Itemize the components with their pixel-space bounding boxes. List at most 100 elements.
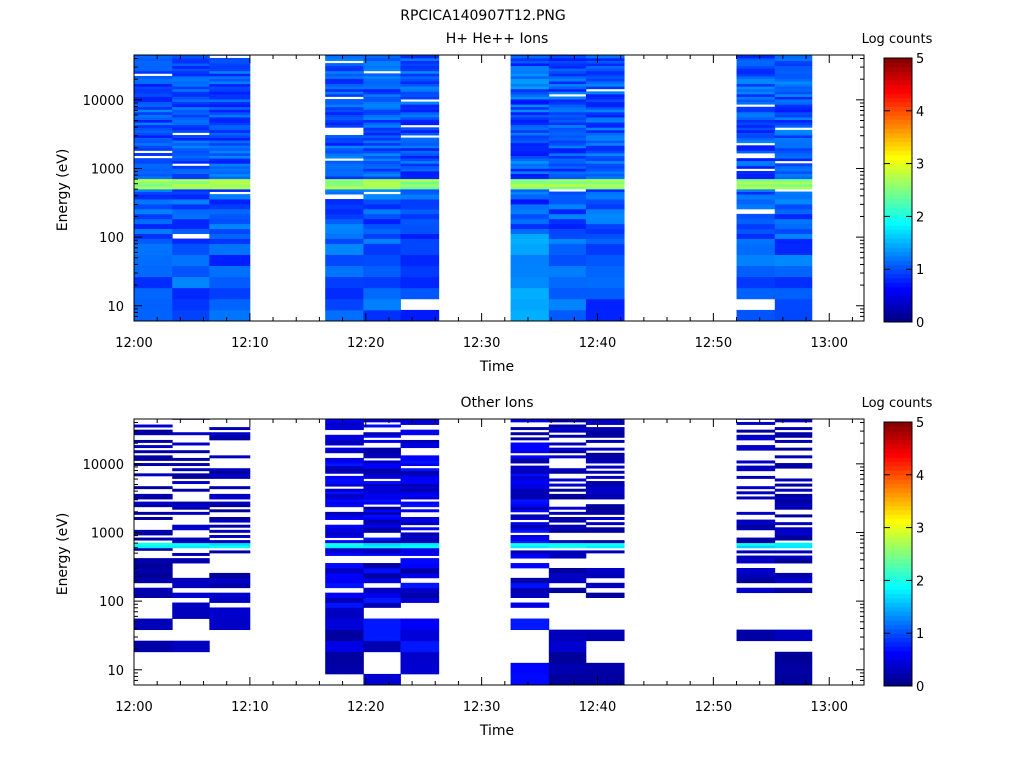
heatmap-cell [510,517,550,520]
heatmap-cell [736,555,776,559]
heatmap-cell [736,181,776,185]
heatmap-cell [363,140,401,144]
heatmap-cell [363,194,401,200]
heatmap-cell [585,419,625,423]
heatmap-cell [134,276,173,289]
heatmap-cell [510,460,550,464]
heatmap-cell [363,86,401,90]
heatmap-cell [585,493,625,497]
heatmap-cell [363,509,401,513]
colorbar-segment [884,562,912,568]
heatmap-cell [400,117,440,121]
heatmap-cell [774,434,813,438]
panel-other-ions: Other Ions Log counts Time Energy (eV) 1… [55,395,933,739]
heatmap-cell [736,171,776,174]
heatmap-cell [400,68,440,72]
heatmap-cell [325,188,364,192]
heatmap-cell [585,218,625,225]
heatmap-cell [510,455,550,459]
heatmap-cell [134,83,173,87]
heatmap-cell [363,567,401,574]
heatmap-cell [172,552,210,556]
heatmap-cell [134,567,173,574]
x-tick-label: 12:20 [347,700,384,715]
y-tick-label: 10 [107,664,124,679]
heatmap-cell [510,496,550,500]
heatmap-cell [585,147,625,151]
heatmap-cell [400,254,440,267]
heatmap-cell [585,57,625,61]
heatmap-cell [400,519,440,523]
heatmap-cell [548,140,587,144]
heatmap-cell [134,504,173,508]
heatmap-cell [363,537,401,541]
heatmap-cell [172,165,210,169]
heatmap-cell [325,191,364,195]
heatmap-cell [400,517,440,520]
heatmap-cell [134,618,173,631]
heatmap-cell [134,486,173,490]
heatmap-cell [325,545,364,549]
heatmap-cell [325,602,364,608]
heatmap-cell [363,577,401,584]
heatmap-cell [209,111,251,115]
heatmap-cell [510,592,550,598]
heatmap-cell [400,463,440,467]
heatmap-cell [325,137,364,141]
heatmap-cell [774,673,813,686]
heatmap-cell [363,545,401,549]
heatmap-cell [363,137,401,141]
heatmap-cell [209,597,251,603]
colorbar-segment [884,584,912,590]
colorbar-segment [884,523,912,529]
heatmap-cell [510,298,550,311]
heatmap-cell [363,629,401,642]
heatmap-cell [325,527,364,531]
heatmap-cell [585,434,625,438]
heatmap-cell [585,550,625,554]
heatmap-cells [134,419,813,686]
heatmap-cell [736,527,776,531]
heatmap-cell [774,501,813,505]
heatmap-cell [325,493,364,497]
heatmap-cell [172,309,210,322]
heatmap-cell [363,552,401,556]
heatmap-cell [325,254,364,267]
heatmap-cell [209,501,251,505]
heatmap-cell [400,662,440,675]
heatmap-cell [325,153,364,156]
heatmap-cell [400,550,440,554]
heatmap-cell [510,122,550,126]
heatmap-cell [548,173,587,177]
colorbar-tick-label: 0 [916,680,924,695]
heatmap-cell [736,99,776,103]
heatmap-cell [325,163,364,167]
heatmap-cell [325,550,364,554]
heatmap-cell [400,163,440,167]
heatmap-cell [400,150,440,154]
heatmap-cell [172,238,210,244]
heatmap-cell [209,213,251,220]
heatmap-cell [548,640,587,653]
heatmap-cell [172,122,210,126]
heatmap-cell [400,439,440,443]
heatmap-cell [736,163,776,167]
heatmap-cell [209,135,251,138]
heatmap-cell [510,93,550,97]
colorbar-segment [884,264,912,270]
heatmap-cell [363,135,401,138]
heatmap-cell [548,119,587,123]
heatmap-cell [209,132,251,136]
heatmap-cell [209,542,251,546]
heatmap-cell [400,501,440,505]
heatmap-cell [134,587,173,594]
heatmap-cell [736,114,776,118]
heatmap-cell [325,447,364,451]
colorbar-segment [884,141,912,147]
heatmap-cell [736,129,776,133]
heatmap-cell [510,96,550,100]
heatmap-cell [325,640,364,653]
heatmap-cell [774,158,813,162]
heatmap-cell [585,486,625,490]
heatmap-cell [774,419,813,423]
